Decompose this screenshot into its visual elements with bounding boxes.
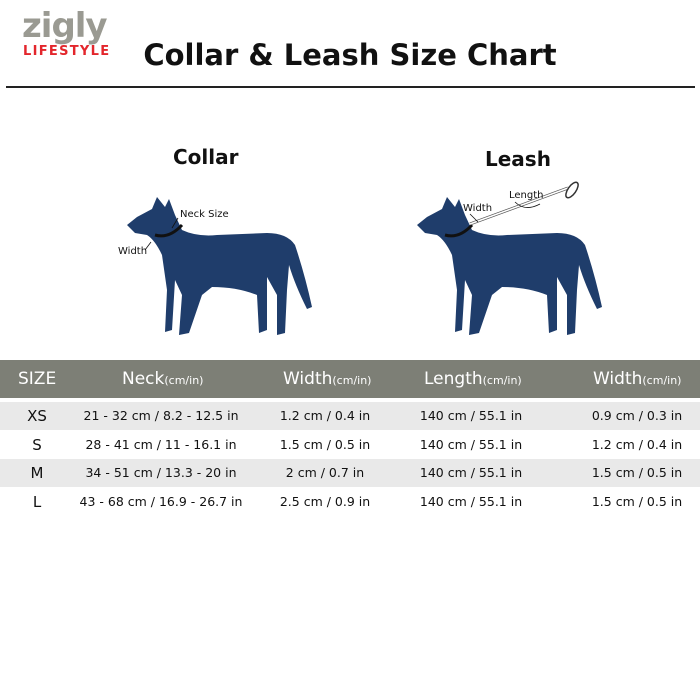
table-header: SIZE Neck(cm/in) Width(cm/in) Length(cm/… [0,360,700,398]
header-unit: (cm/in) [164,374,204,387]
table-cell: 0.9 cm / 0.3 in [591,408,683,423]
table-cell: 28 - 41 cm / 11 - 16.1 in [85,436,237,452]
header-text: Neck [122,369,165,389]
size-cell: L [32,492,42,511]
collar-heading: Collar [173,145,239,169]
table-row: M 34 - 51 cm / 13.3 - 20 in 2 cm / 0.7 in 1… [0,459,700,487]
table-cell: 140 cm / 55.1 in [419,436,523,452]
brand-logo-subtitle: LIFESTYLE [23,44,111,59]
table-cell: 140 cm / 55.1 in [419,408,523,423]
brand-logo: zigly [22,6,108,46]
table-row: XS 21 - 32 cm / 8.2 - 12.5 in 1.2 cm / 0.4… [0,402,700,430]
table-cell: 140 cm / 55.1 in [419,465,523,480]
table-cell: 21 - 32 cm / 8.2 - 12.5 in [83,408,239,423]
collar-dog-illustration [127,197,312,335]
header-unit: (cm/in) [642,374,682,387]
page-title: Collar & Leash Size Chart [0,38,700,72]
table-cell: 2 cm / 0.7 in [285,465,365,480]
leash-length-label: Length [509,190,544,201]
header-text: Width [283,369,333,389]
leash-heading: Leash [485,147,551,171]
header-neck: Neck(cm/in) [122,360,203,398]
length-pointer [514,201,541,208]
header-text: Width [593,369,643,389]
header-collar-width: Width(cm/in) [283,360,371,398]
collar-width-label: Width [118,246,148,257]
header-text: SIZE [18,369,57,389]
table-cell: 43 - 68 cm / 16.9 - 26.7 in [79,493,243,509]
divider [6,86,695,88]
header-length: Length(cm/in) [424,360,522,398]
table-cell: 2.5 cm / 0.9 in [279,493,371,509]
size-cell: S [32,435,42,454]
page-title-text: Collar & Leash Size Chart [143,38,557,72]
table-row: S 28 - 41 cm / 11 - 16.1 in 1.5 cm / 0.5 i… [0,431,700,459]
neck-pointer [171,217,179,229]
table-cell: 1.5 cm / 0.5 in [279,436,371,452]
leash-collar-shape [444,223,474,238]
leash-handle [565,181,579,199]
dog-illustrations [127,181,602,335]
leash-width-label: Width [463,203,493,214]
leash-dog-illustration [417,197,602,335]
table-cell: 1.5 cm / 0.5 in [591,465,683,480]
header-leash-width: Width(cm/in) [593,360,681,398]
size-cell: M [30,464,44,482]
leash-width-pointer [469,213,479,223]
table-cell: 1.2 cm / 0.4 in [591,436,683,452]
table-cell: 1.5 cm / 0.5 in [591,493,683,509]
header-unit: (cm/in) [482,374,522,387]
header-size: SIZE [18,360,56,398]
table-cell: 1.2 cm / 0.4 in [279,408,371,423]
table-cell: 34 - 51 cm / 13.3 - 20 in [85,465,237,480]
table-cell: 140 cm / 55.1 in [419,493,523,509]
table-row: L 43 - 68 cm / 16.9 - 26.7 in 2.5 cm / 0.9… [0,488,700,516]
width-pointer [144,241,152,251]
size-cell: XS [27,407,47,425]
header-unit: (cm/in) [332,374,372,387]
neck-size-label: Neck Size [180,209,229,220]
header-text: Length [424,369,483,389]
collar-shape [154,223,184,238]
